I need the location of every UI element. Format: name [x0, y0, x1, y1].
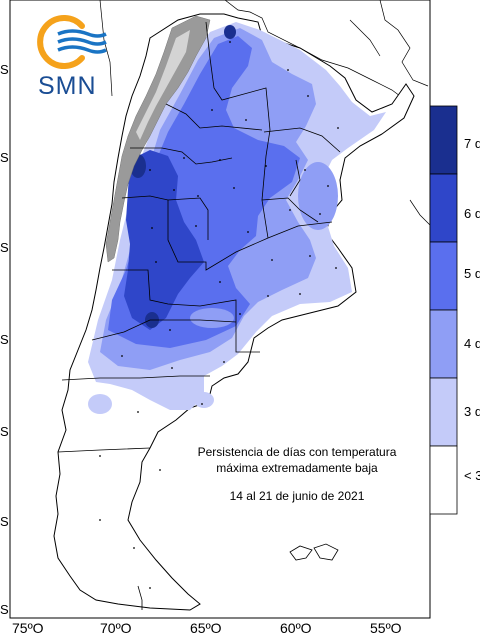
- y-tick-2: S: [0, 150, 9, 165]
- legend-label-5: 5 d: [464, 266, 480, 281]
- x-tick-75: 75ºO: [12, 620, 44, 636]
- smn-logo-text: SMN: [38, 72, 97, 100]
- malvinas-islands: [289, 543, 339, 561]
- annotation-line2: máxima extremadamente baja: [216, 461, 378, 475]
- legend-bar: [429, 105, 458, 515]
- y-tick-1: S: [0, 62, 9, 77]
- legend-label-6: 6 d: [464, 206, 480, 221]
- legend-label-7: 7 d: [464, 136, 480, 151]
- legend-swatch-4: [429, 309, 458, 379]
- province-borders: [57, 21, 341, 610]
- x-tick-65: 65ºO: [190, 620, 222, 636]
- zone-7d-north: [224, 25, 236, 39]
- legend-swatch-7: [429, 105, 458, 175]
- zone-4d-east: [298, 162, 338, 230]
- legend-swatch-3: [429, 377, 458, 447]
- legend-label-4: 4 d: [464, 336, 480, 351]
- x-tick-60: 60ºO: [280, 620, 312, 636]
- annotation-dates: 14 al 21 de junio de 2021: [229, 489, 365, 503]
- zone-3d-coast: [194, 392, 214, 408]
- legend-label-3: 3 d: [464, 404, 480, 419]
- legend-swatch-6: [429, 173, 458, 243]
- smn-logo-mark: [37, 15, 107, 69]
- y-tick-3: S: [0, 240, 9, 255]
- annotation-line1: Persistencia de días con temperatura: [197, 445, 397, 459]
- y-tick-4: S: [0, 332, 9, 347]
- legend-label-lt3: < 3: [464, 468, 480, 483]
- andes-relief: [105, 15, 211, 263]
- zone-3d-west: [88, 394, 112, 414]
- y-tick-6: S: [0, 514, 9, 529]
- persistence-zones: [88, 22, 386, 414]
- x-tick-70: 70ºO: [100, 620, 132, 636]
- y-tick-5: S: [0, 424, 9, 439]
- x-tick-55: 55ºO: [370, 620, 402, 636]
- zone-6d: [124, 150, 204, 330]
- zone-4d-south: [190, 308, 234, 328]
- legend-swatch-5: [429, 241, 458, 311]
- y-tick-7: S: [0, 602, 9, 617]
- station-markers: [99, 41, 339, 589]
- legend-swatch-lt3: [429, 445, 458, 515]
